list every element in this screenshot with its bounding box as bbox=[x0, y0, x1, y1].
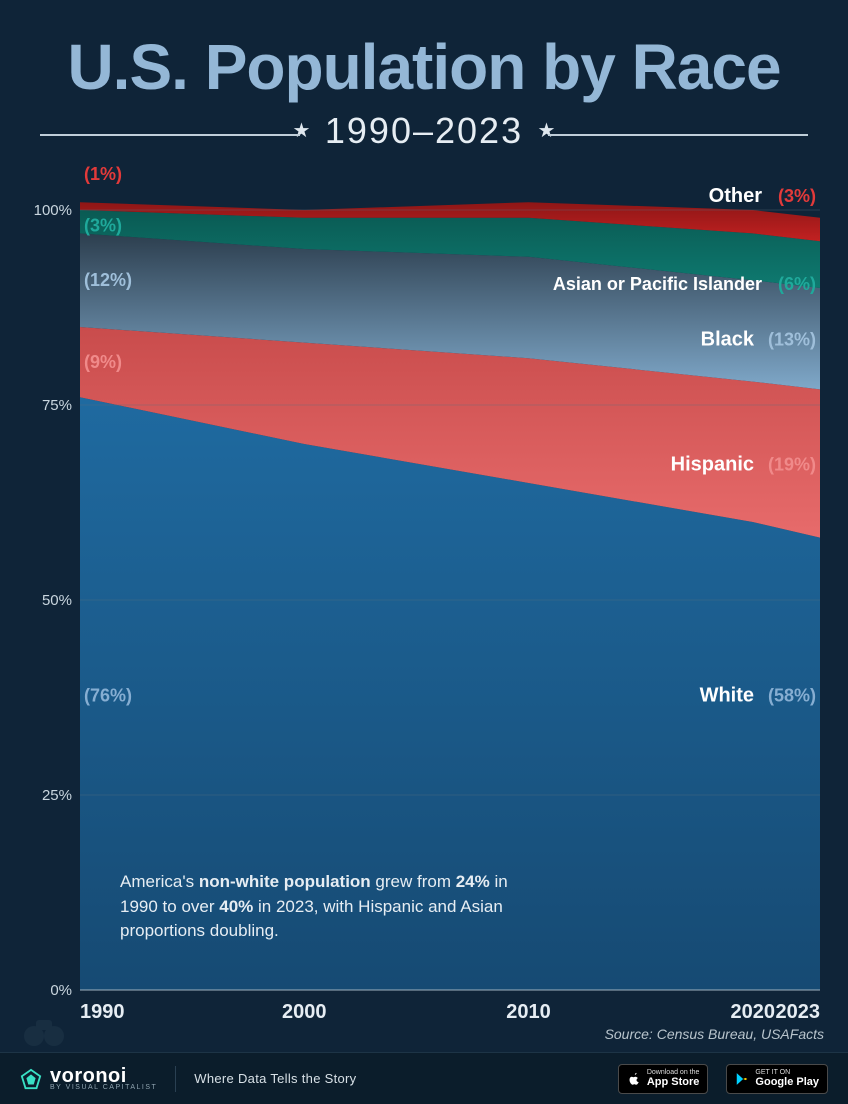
end-pct-hispanic: (19%) bbox=[768, 455, 816, 475]
start-pct-white: (76%) bbox=[84, 685, 132, 705]
start-pct-asian_pacific: (3%) bbox=[84, 215, 122, 235]
source-attribution: Source: Census Bureau, USAFacts bbox=[605, 1026, 824, 1042]
svg-text:100%: 100% bbox=[34, 202, 72, 219]
start-pct-hispanic: (9%) bbox=[84, 352, 122, 372]
main-title: U.S. Population by Race bbox=[0, 30, 848, 104]
svg-text:2023: 2023 bbox=[776, 1001, 821, 1023]
google-play-icon bbox=[735, 1072, 749, 1086]
category-label-white: White bbox=[700, 684, 754, 706]
start-pct-other: (1%) bbox=[84, 166, 122, 184]
svg-text:0%: 0% bbox=[50, 982, 72, 999]
infographic-frame: U.S. Population by Race ★ 1990–2023 ★ 0%… bbox=[0, 0, 848, 1104]
app-store-button[interactable]: Download on the App Store bbox=[618, 1064, 709, 1094]
svg-text:2000: 2000 bbox=[282, 1001, 327, 1023]
star-icon: ★ bbox=[528, 120, 566, 142]
end-pct-other: (3%) bbox=[778, 186, 816, 206]
end-pct-white: (58%) bbox=[768, 685, 816, 705]
svg-text:25%: 25% bbox=[42, 787, 72, 804]
svg-text:2020: 2020 bbox=[730, 1001, 775, 1023]
divider bbox=[175, 1066, 176, 1092]
category-label-black: Black bbox=[701, 329, 755, 351]
subtitle-band: ★ 1990–2023 ★ bbox=[40, 110, 808, 152]
svg-text:1990: 1990 bbox=[80, 1001, 125, 1023]
year-range: 1990–2023 bbox=[325, 110, 523, 152]
brand-name: voronoi bbox=[50, 1066, 157, 1086]
end-pct-asian_pacific: (6%) bbox=[778, 274, 816, 294]
brand-block: voronoi BY VISUAL CAPITALIST bbox=[20, 1066, 157, 1091]
footer-bar: voronoi BY VISUAL CAPITALIST Where Data … bbox=[0, 1052, 848, 1104]
category-label-hispanic: Hispanic bbox=[671, 454, 754, 476]
svg-text:75%: 75% bbox=[42, 397, 72, 414]
apple-icon bbox=[627, 1072, 641, 1086]
brand-tagline: Where Data Tells the Story bbox=[194, 1071, 356, 1086]
google-play-button[interactable]: GET IT ON Google Play bbox=[726, 1064, 828, 1094]
binoculars-icon bbox=[22, 1014, 66, 1048]
star-icon: ★ bbox=[283, 120, 321, 142]
callout-text: America's non-white population grew from… bbox=[120, 870, 510, 944]
start-pct-black: (12%) bbox=[84, 270, 132, 290]
category-label-asian_pacific: Asian or Pacific Islander bbox=[553, 274, 762, 294]
svg-text:50%: 50% bbox=[42, 592, 72, 609]
brand-subtitle: BY VISUAL CAPITALIST bbox=[50, 1084, 157, 1091]
voronoi-logo-icon bbox=[20, 1068, 42, 1090]
end-pct-black: (13%) bbox=[768, 330, 816, 350]
category-label-other: Other bbox=[709, 185, 763, 207]
svg-text:2010: 2010 bbox=[506, 1001, 551, 1023]
